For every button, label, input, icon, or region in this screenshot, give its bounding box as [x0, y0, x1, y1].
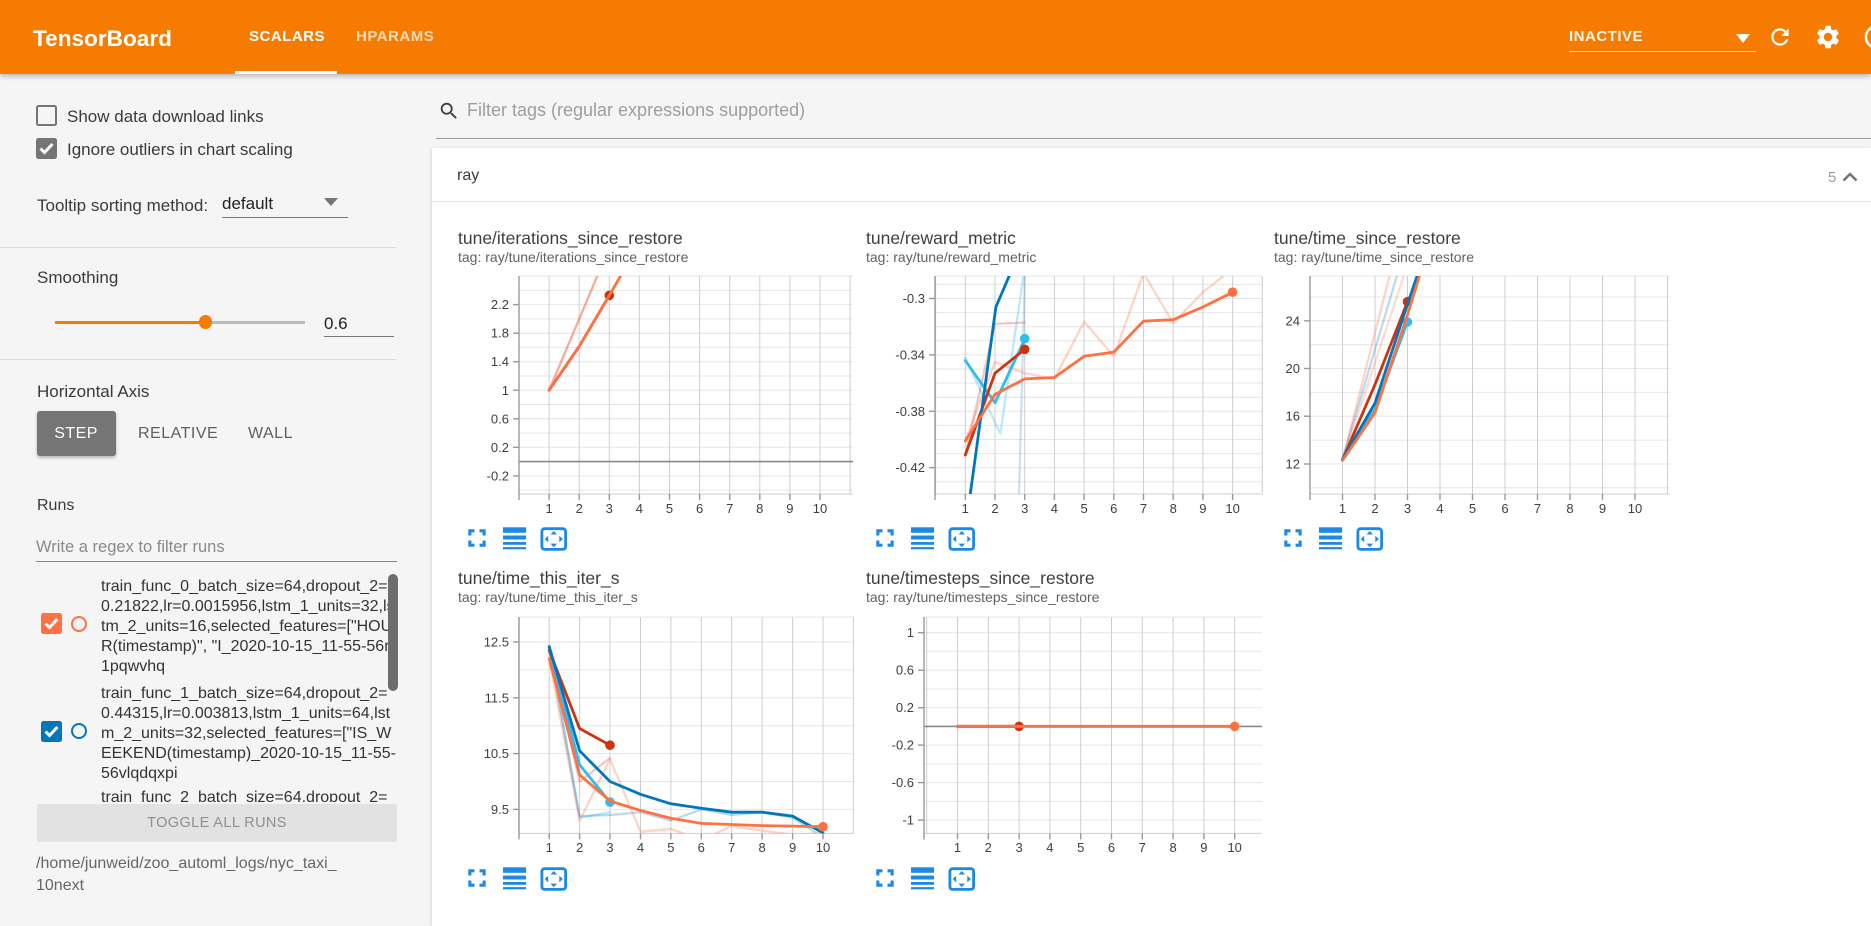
svg-text:8: 8: [758, 840, 765, 855]
svg-text:-0.2: -0.2: [487, 468, 509, 483]
svg-text:6: 6: [1110, 501, 1117, 516]
svg-text:3: 3: [1404, 501, 1411, 516]
svg-text:8: 8: [1169, 840, 1176, 855]
svg-text:0.6: 0.6: [896, 663, 914, 678]
svg-text:7: 7: [728, 840, 735, 855]
svg-text:5: 5: [667, 840, 674, 855]
svg-text:5: 5: [1469, 501, 1476, 516]
svg-text:9.5: 9.5: [490, 802, 508, 817]
svg-text:3: 3: [1015, 840, 1022, 855]
svg-text:12.5: 12.5: [483, 634, 508, 649]
svg-text:12: 12: [1286, 457, 1300, 472]
svg-text:0.6: 0.6: [491, 411, 509, 426]
svg-text:7: 7: [1140, 501, 1147, 516]
svg-text:1: 1: [545, 501, 552, 516]
svg-text:8: 8: [1170, 501, 1177, 516]
svg-text:1: 1: [954, 840, 961, 855]
svg-text:10: 10: [815, 840, 829, 855]
svg-text:20: 20: [1286, 361, 1300, 376]
svg-text:3: 3: [606, 840, 613, 855]
svg-text:-1: -1: [902, 813, 914, 828]
svg-text:3: 3: [606, 501, 613, 516]
svg-text:9: 9: [786, 501, 793, 516]
svg-text:2.2: 2.2: [491, 297, 509, 312]
svg-text:6: 6: [1501, 501, 1508, 516]
svg-text:8: 8: [756, 501, 763, 516]
svg-text:1.4: 1.4: [491, 354, 509, 369]
svg-text:16: 16: [1286, 409, 1300, 424]
svg-text:9: 9: [788, 840, 795, 855]
svg-text:10: 10: [813, 501, 827, 516]
svg-text:1: 1: [545, 840, 552, 855]
svg-text:9: 9: [1200, 840, 1207, 855]
svg-text:5: 5: [1080, 501, 1087, 516]
svg-text:-0.34: -0.34: [895, 347, 925, 362]
svg-text:0.2: 0.2: [896, 700, 914, 715]
svg-text:9: 9: [1199, 501, 1206, 516]
svg-text:4: 4: [636, 501, 643, 516]
svg-text:6: 6: [697, 840, 704, 855]
svg-text:2: 2: [575, 501, 582, 516]
svg-text:9: 9: [1599, 501, 1606, 516]
svg-text:1: 1: [907, 625, 914, 640]
svg-text:10: 10: [1628, 501, 1642, 516]
svg-text:7: 7: [1534, 501, 1541, 516]
svg-text:-0.42: -0.42: [895, 460, 925, 475]
svg-text:-0.6: -0.6: [892, 775, 914, 790]
svg-text:4: 4: [1046, 840, 1053, 855]
svg-text:-0.2: -0.2: [892, 738, 914, 753]
svg-text:7: 7: [726, 501, 733, 516]
svg-text:8: 8: [1566, 501, 1573, 516]
svg-text:10.5: 10.5: [483, 746, 508, 761]
svg-text:2: 2: [991, 501, 998, 516]
svg-text:-0.3: -0.3: [903, 291, 925, 306]
svg-text:1: 1: [502, 383, 509, 398]
svg-text:5: 5: [666, 501, 673, 516]
svg-text:3: 3: [1021, 501, 1028, 516]
svg-text:4: 4: [636, 840, 643, 855]
svg-text:2: 2: [985, 840, 992, 855]
svg-text:6: 6: [696, 501, 703, 516]
svg-text:4: 4: [1436, 501, 1443, 516]
svg-text:4: 4: [1051, 501, 1058, 516]
svg-text:-0.38: -0.38: [895, 404, 925, 419]
svg-text:10: 10: [1227, 840, 1241, 855]
svg-text:1: 1: [962, 501, 969, 516]
svg-text:11.5: 11.5: [484, 690, 508, 705]
svg-text:2: 2: [575, 840, 582, 855]
svg-text:6: 6: [1108, 840, 1115, 855]
svg-text:2: 2: [1371, 501, 1378, 516]
svg-text:0.2: 0.2: [491, 440, 509, 455]
svg-text:1.8: 1.8: [491, 326, 509, 341]
svg-text:24: 24: [1286, 313, 1300, 328]
svg-text:1: 1: [1339, 501, 1346, 516]
svg-text:10: 10: [1225, 501, 1239, 516]
svg-text:5: 5: [1077, 840, 1084, 855]
svg-text:7: 7: [1139, 840, 1146, 855]
